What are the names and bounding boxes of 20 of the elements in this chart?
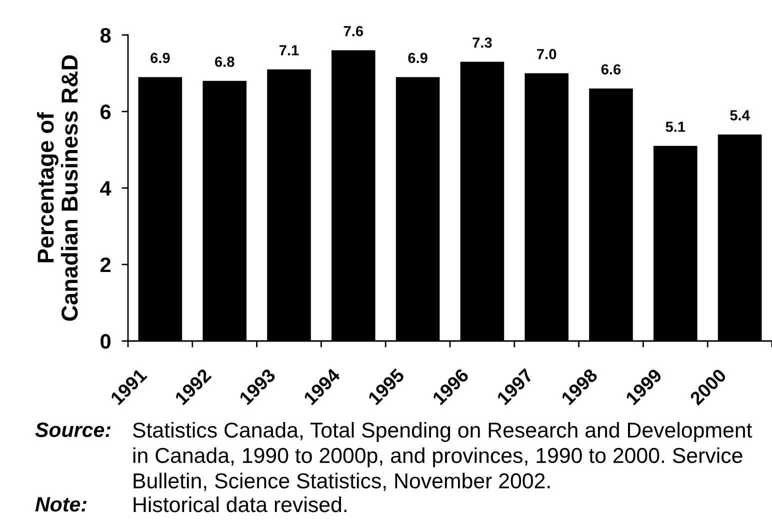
data-label: 6.9 [150, 52, 170, 64]
y-tick-label: 8 [100, 28, 111, 43]
data-label: 7.6 [344, 26, 364, 36]
text: Statistics Canada, Total Spending on Research and Development in Canada, 1990 to 2000p, and provinces, 1990 to 2000. Service Bulletin, Science Statistics, November 2002. [132, 422, 752, 491]
data-label: 7.0 [537, 48, 556, 60]
data-label: 6.8 [215, 56, 234, 67]
data-label: 7.3 [472, 37, 492, 48]
data-label: 7.1 [279, 45, 299, 56]
data-label: 6.6 [601, 64, 621, 75]
data-label: 5.1 [666, 122, 686, 132]
text: Historical data revised. [134, 496, 346, 512]
y-tick-label: 6 [100, 104, 111, 120]
y-tick-label: 4 [100, 181, 112, 196]
data-label: 6.9 [408, 52, 428, 64]
text: Note: [35, 497, 86, 512]
y-tick-label: 0 [100, 334, 110, 349]
data-label: 5.4 [730, 110, 750, 120]
source-note: Source: [35, 422, 110, 438]
y-axis-title: Percentage of Canadian Business R&D [36, 55, 78, 321]
y-tick-label: 2 [100, 258, 110, 272]
